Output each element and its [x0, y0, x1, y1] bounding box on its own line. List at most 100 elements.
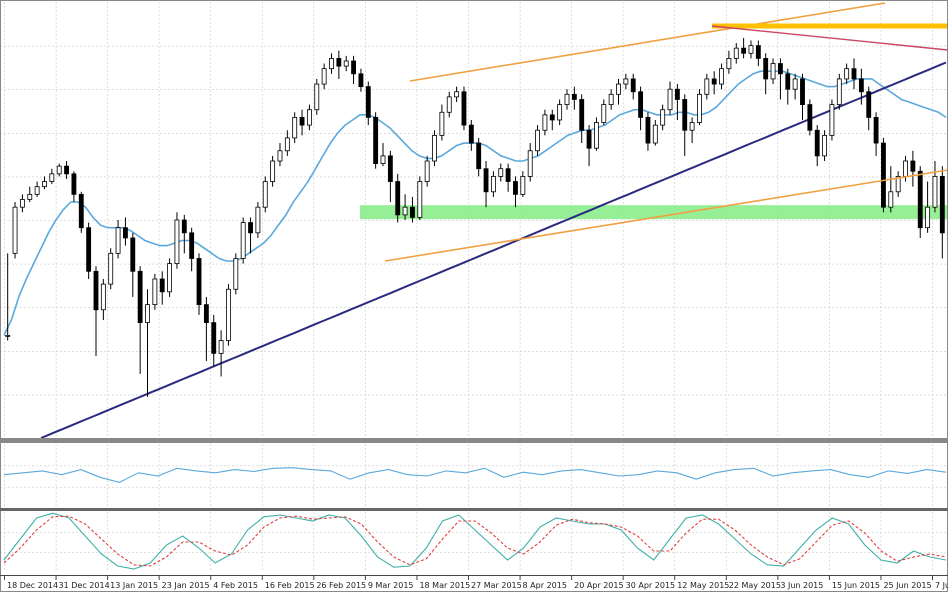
candle [888, 166, 894, 213]
candle-body [660, 109, 666, 126]
x-tick-label: 27 Mar 2015 [471, 581, 522, 590]
candle-body [5, 335, 11, 337]
candle [520, 171, 526, 197]
candle [866, 86, 872, 131]
candle-body [763, 58, 769, 80]
candle [586, 125, 592, 167]
candle [697, 89, 702, 126]
candle-body [181, 219, 187, 234]
x-tick-label: 26 Feb 2015 [316, 581, 366, 590]
candle-body [903, 160, 908, 177]
candle-body [410, 206, 415, 218]
candle [829, 99, 835, 141]
candle [292, 112, 298, 144]
candle [733, 43, 739, 64]
candle [682, 94, 688, 156]
candle [189, 227, 195, 272]
candle [917, 166, 923, 238]
candle [5, 253, 11, 341]
candle [211, 314, 217, 367]
candle [704, 73, 710, 100]
candle-body [306, 109, 312, 126]
candle [284, 130, 290, 156]
candle [549, 109, 555, 131]
x-tick-label: 18 Dec 2014 [7, 581, 58, 590]
candle [439, 104, 445, 141]
candle [851, 58, 857, 90]
candle-body [100, 283, 106, 311]
candle [137, 266, 143, 374]
candle [19, 194, 25, 213]
candle-body [667, 88, 673, 111]
candle-body [939, 175, 945, 234]
candle-body [211, 322, 217, 354]
support-band [360, 205, 948, 220]
candle [306, 104, 312, 131]
candle-body [888, 191, 894, 208]
candle-body [314, 83, 320, 111]
candle [792, 73, 798, 100]
candle [689, 117, 695, 144]
downtrend-line [711, 25, 948, 51]
candle-body [844, 68, 850, 80]
candle [763, 53, 769, 95]
candle-body [770, 63, 776, 80]
candle-body [137, 270, 143, 323]
candle-body [19, 199, 25, 208]
x-tick-label: 8 Apr 2015 [523, 581, 567, 590]
candle [490, 171, 496, 197]
candle [181, 214, 187, 254]
x-tick-label: 20 Apr 2015 [574, 581, 623, 590]
candle [336, 50, 342, 79]
candle-body [424, 160, 430, 182]
candle [130, 232, 136, 297]
candle [498, 163, 504, 182]
candle-body [130, 237, 136, 272]
candle [226, 284, 231, 346]
candle-body [446, 96, 452, 113]
candle [100, 278, 106, 321]
candle [145, 289, 150, 397]
panel-separator [0, 508, 948, 511]
candle [557, 99, 563, 126]
candle-body [733, 47, 739, 59]
candle [387, 150, 393, 203]
candle-body [71, 173, 77, 195]
x-tick-label: 12 May 2015 [677, 581, 729, 590]
candle [410, 196, 415, 223]
candle-body [56, 165, 62, 175]
candle-body [836, 78, 842, 105]
x-tick-label: 16 Feb 2015 [265, 581, 315, 590]
candle-body [932, 175, 938, 208]
candle [402, 194, 408, 220]
candle [93, 266, 99, 356]
candle [365, 81, 371, 126]
candle-body [858, 78, 864, 93]
candle-body [719, 68, 724, 85]
candle-body [123, 227, 128, 239]
candle-body [292, 117, 298, 139]
candle [579, 94, 585, 144]
candle [785, 68, 791, 105]
channel-lower-line [384, 169, 948, 262]
candle-body [535, 129, 540, 152]
candle [881, 137, 886, 213]
candle-body [203, 304, 209, 323]
candle-body [174, 219, 180, 264]
candle-body [329, 58, 334, 70]
candle [358, 68, 364, 92]
candle [34, 181, 40, 197]
short-moving-average-line [3, 70, 947, 336]
candle-body [527, 150, 533, 177]
candle [873, 112, 879, 156]
candle [395, 173, 401, 223]
candle-body [741, 47, 747, 54]
candle-body [579, 99, 585, 131]
candle [660, 104, 666, 131]
candle-body [777, 63, 783, 75]
candle-body [336, 58, 342, 67]
candle-body [895, 175, 901, 193]
candle [800, 73, 805, 120]
candle [152, 273, 158, 310]
